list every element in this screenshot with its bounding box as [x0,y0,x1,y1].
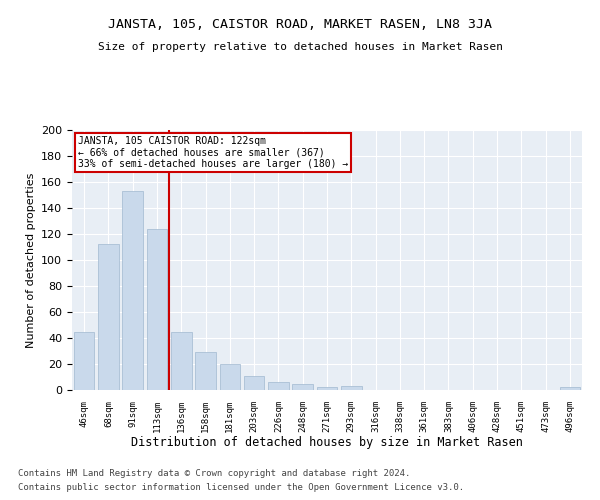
Bar [244,376,265,390]
Text: Contains public sector information licensed under the Open Government Licence v3: Contains public sector information licen… [18,484,464,492]
Bar [341,386,362,390]
Bar [98,244,119,390]
Bar [220,364,240,390]
Bar [195,352,216,390]
Bar [268,382,289,390]
Text: JANSTA, 105, CAISTOR ROAD, MARKET RASEN, LN8 3JA: JANSTA, 105, CAISTOR ROAD, MARKET RASEN,… [108,18,492,30]
Text: Distribution of detached houses by size in Market Rasen: Distribution of detached houses by size … [131,436,523,449]
Text: JANSTA, 105 CAISTOR ROAD: 122sqm
← 66% of detached houses are smaller (367)
33% : JANSTA, 105 CAISTOR ROAD: 122sqm ← 66% o… [77,136,348,169]
Bar [74,332,94,390]
Bar [122,191,143,390]
Text: Contains HM Land Registry data © Crown copyright and database right 2024.: Contains HM Land Registry data © Crown c… [18,468,410,477]
Y-axis label: Number of detached properties: Number of detached properties [26,172,35,348]
Bar [560,388,580,390]
Text: Size of property relative to detached houses in Market Rasen: Size of property relative to detached ho… [97,42,503,52]
Bar [317,388,337,390]
Bar [292,384,313,390]
Bar [171,332,191,390]
Bar [146,229,167,390]
